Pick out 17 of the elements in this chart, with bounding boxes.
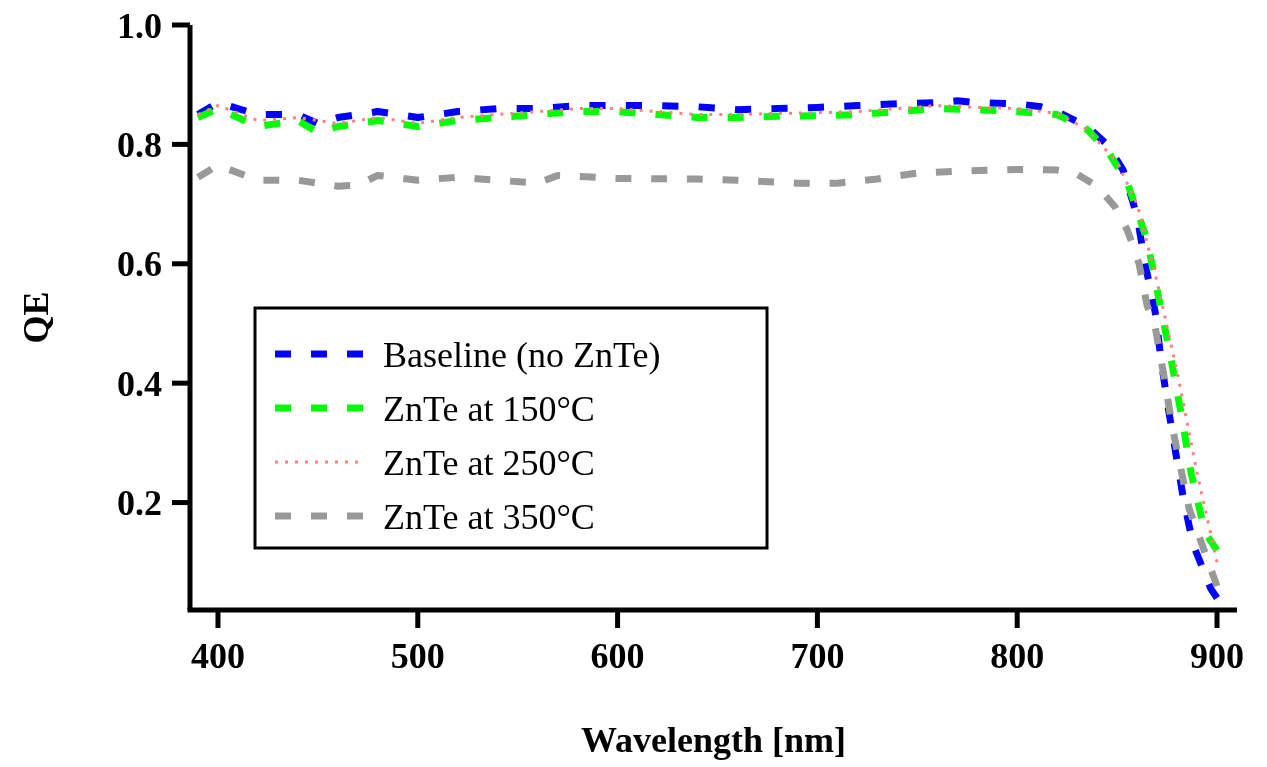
y-tick-label: 0.6 bbox=[117, 244, 162, 285]
legend-label: ZnTe at 150°C bbox=[383, 388, 595, 429]
x-tick-label: 500 bbox=[390, 636, 445, 676]
y-tick-label: 0.4 bbox=[117, 363, 162, 404]
legend-label: ZnTe at 350°C bbox=[383, 496, 595, 537]
x-tick-label: 700 bbox=[790, 636, 845, 676]
y-tick-label: 0.2 bbox=[117, 483, 162, 524]
y-tick-label: 1.0 bbox=[117, 5, 162, 46]
y-tick-label: 0.8 bbox=[117, 124, 162, 165]
x-tick-label: 600 bbox=[590, 636, 645, 676]
legend-label: ZnTe at 250°C bbox=[383, 442, 595, 483]
x-tick-label: 800 bbox=[990, 636, 1045, 676]
y-axis-title: QE bbox=[16, 291, 56, 344]
x-tick-label: 900 bbox=[1190, 636, 1245, 676]
x-axis-title: Wavelength [nm] bbox=[581, 720, 846, 760]
legend-label: Baseline (no ZnTe) bbox=[383, 334, 661, 375]
x-tick-label: 400 bbox=[190, 636, 245, 676]
